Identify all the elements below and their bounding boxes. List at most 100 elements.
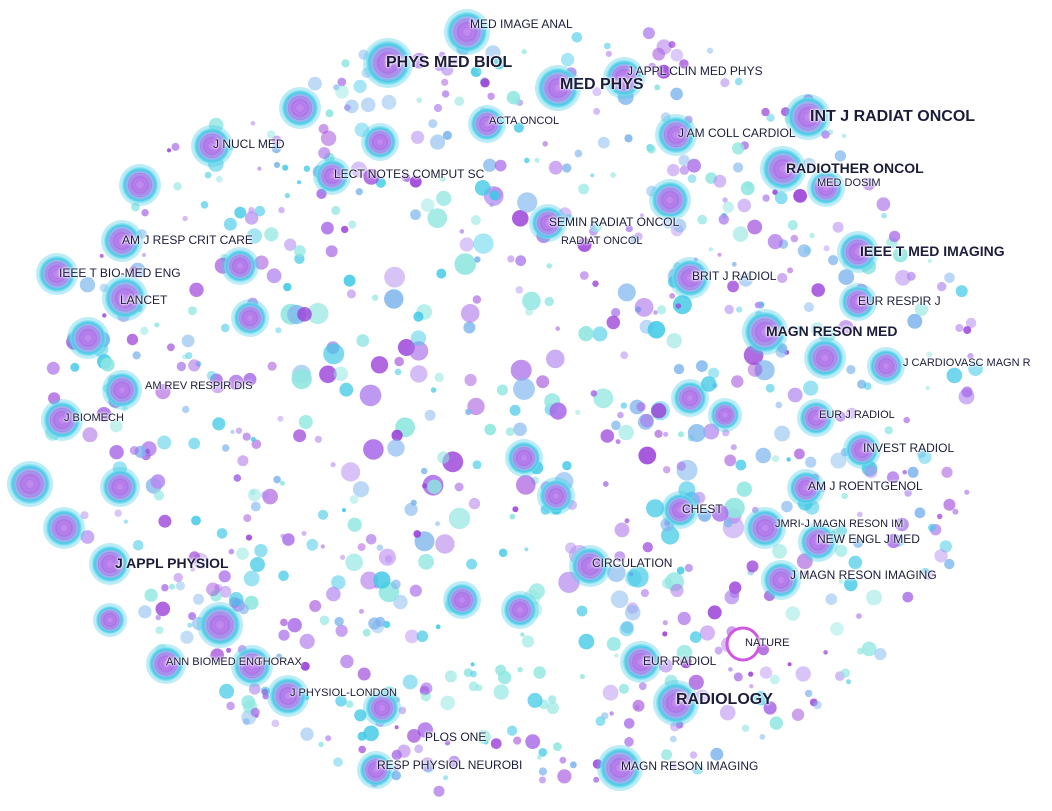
- minor-node: [593, 388, 614, 409]
- minor-node: [496, 384, 508, 396]
- minor-node: [280, 533, 285, 539]
- node-unlabeled-p: [505, 439, 543, 477]
- minor-node: [618, 424, 634, 441]
- minor-node: [254, 205, 266, 217]
- node-radiology: [653, 680, 699, 726]
- minor-node: [410, 330, 427, 346]
- minor-node: [359, 384, 382, 407]
- minor-node: [747, 362, 763, 377]
- minor-node: [774, 191, 788, 205]
- minor-node: [278, 570, 289, 582]
- minor-node: [430, 387, 437, 393]
- minor-node: [555, 326, 560, 331]
- minor-node: [498, 548, 508, 558]
- minor-node: [927, 258, 933, 264]
- minor-node: [465, 408, 472, 416]
- minor-node: [928, 523, 936, 532]
- minor-node: [553, 742, 562, 752]
- minor-node: [394, 725, 399, 730]
- minor-node: [925, 385, 930, 390]
- minor-node: [711, 504, 729, 522]
- minor-node: [218, 570, 231, 583]
- minor-node: [656, 39, 672, 55]
- minor-node: [394, 368, 402, 376]
- minor-node: [821, 130, 830, 139]
- node-invest-radiol: [843, 431, 881, 469]
- minor-node: [904, 489, 912, 497]
- minor-node: [610, 590, 629, 608]
- minor-node: [335, 85, 349, 99]
- minor-node: [505, 427, 515, 437]
- minor-node: [352, 481, 370, 498]
- small-node-field: [45, 19, 983, 797]
- minor-node: [204, 171, 212, 179]
- minor-node: [454, 253, 477, 275]
- minor-node: [82, 427, 98, 443]
- minor-node: [343, 274, 356, 287]
- minor-node: [809, 698, 818, 707]
- minor-node: [687, 158, 701, 173]
- minor-node: [299, 633, 315, 650]
- minor-node: [546, 701, 560, 715]
- minor-node: [318, 147, 331, 159]
- minor-node: [737, 198, 752, 213]
- minor-node: [413, 311, 424, 322]
- minor-node: [402, 674, 418, 690]
- minor-node: [404, 502, 418, 516]
- minor-node: [266, 268, 282, 284]
- minor-node: [512, 210, 529, 227]
- minor-node: [749, 684, 754, 689]
- minor-node: [181, 334, 195, 348]
- minor-node: [405, 629, 419, 644]
- minor-node: [676, 644, 693, 661]
- minor-node: [576, 605, 588, 617]
- minor-node: [669, 735, 677, 743]
- minor-node: [109, 445, 124, 460]
- minor-node: [362, 628, 371, 637]
- minor-node: [439, 51, 446, 58]
- minor-node: [575, 409, 581, 415]
- node-unlabeled-h: [43, 507, 85, 549]
- minor-node: [350, 161, 367, 178]
- minor-node: [242, 432, 251, 441]
- minor-node: [611, 307, 621, 318]
- minor-node: [672, 295, 692, 315]
- minor-node: [574, 149, 583, 158]
- minor-node: [464, 373, 477, 387]
- minor-node: [657, 305, 667, 315]
- minor-node: [647, 321, 666, 339]
- minor-node: [841, 133, 847, 139]
- minor-node: [230, 429, 235, 434]
- minor-node: [476, 729, 491, 745]
- minor-node: [477, 69, 482, 74]
- minor-node: [437, 451, 450, 464]
- minor-node: [454, 482, 464, 492]
- minor-node: [384, 266, 405, 288]
- minor-node: [513, 422, 527, 437]
- minor-node: [699, 625, 716, 641]
- minor-node: [606, 315, 621, 330]
- minor-node: [693, 257, 698, 262]
- minor-node: [264, 227, 279, 242]
- minor-node: [470, 670, 477, 678]
- minor-node: [738, 272, 753, 287]
- minor-node: [325, 245, 338, 258]
- minor-node: [277, 415, 284, 422]
- minor-node: [320, 130, 337, 146]
- minor-node: [810, 322, 824, 336]
- minor-node: [592, 280, 599, 287]
- minor-node: [787, 220, 798, 231]
- minor-node: [753, 691, 768, 706]
- minor-node: [334, 616, 344, 627]
- minor-node: [661, 216, 675, 229]
- node-j-appl-physiol: [89, 543, 131, 585]
- minor-node: [624, 518, 630, 524]
- minor-node: [273, 161, 281, 168]
- minor-node: [276, 653, 283, 660]
- node-brit-j-radiol: [669, 257, 711, 299]
- minor-node: [937, 513, 943, 520]
- minor-node: [493, 684, 509, 700]
- minor-node: [746, 560, 759, 573]
- minor-node: [348, 220, 357, 229]
- minor-node: [359, 608, 364, 614]
